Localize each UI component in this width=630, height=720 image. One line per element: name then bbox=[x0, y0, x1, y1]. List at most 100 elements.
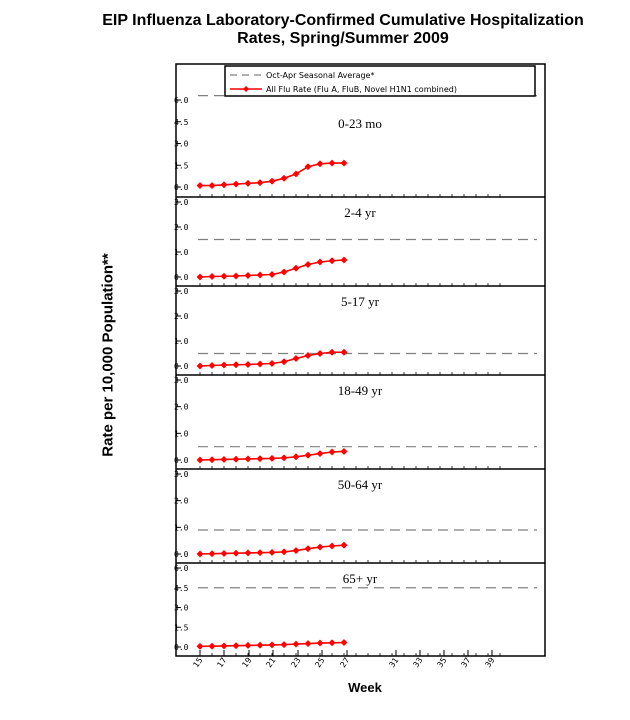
y-tick-label: 0.0 bbox=[174, 273, 189, 282]
rate-point bbox=[280, 358, 288, 366]
rate-point bbox=[280, 268, 288, 276]
rate-point bbox=[244, 271, 252, 280]
rate-point bbox=[292, 546, 300, 555]
rate-point bbox=[292, 640, 300, 648]
rate-point bbox=[232, 361, 240, 369]
rate-point bbox=[268, 548, 276, 556]
rate-point bbox=[304, 260, 312, 269]
rate-point bbox=[244, 549, 252, 557]
y-tick-label: 1.0 bbox=[174, 429, 189, 438]
rate-point bbox=[232, 549, 240, 557]
chart-title-line-1: EIP Influenza Laboratory-Confirmed Cumul… bbox=[102, 12, 584, 29]
y-tick-label: 0.0 bbox=[174, 362, 189, 371]
rate-point bbox=[340, 159, 348, 167]
legend-rate-marker bbox=[243, 86, 249, 92]
y-tick-label: 2.0 bbox=[174, 497, 189, 506]
rate-point bbox=[220, 455, 228, 464]
rate-point bbox=[340, 447, 348, 456]
rate-point bbox=[256, 179, 264, 187]
rate-point bbox=[328, 257, 336, 265]
rate-point bbox=[256, 455, 264, 463]
rate-point bbox=[280, 641, 288, 649]
rate-point bbox=[340, 638, 348, 647]
rate-point bbox=[220, 642, 228, 650]
rate-point bbox=[220, 361, 228, 369]
y-tick-label: 0.0 bbox=[174, 456, 189, 465]
panel-label: 2-4 yr bbox=[344, 205, 376, 220]
rate-point bbox=[280, 454, 288, 462]
y-tick-label: 3.0 bbox=[174, 376, 189, 385]
panel-label: 5-17 yr bbox=[341, 294, 380, 309]
x-tick-label: 37 bbox=[459, 656, 472, 670]
y-tick-label: 6.0 bbox=[174, 96, 189, 105]
x-tick-label: 33 bbox=[411, 656, 424, 670]
x-tick-label: 39 bbox=[483, 656, 496, 670]
panel-label: 0-23 mo bbox=[338, 116, 382, 131]
rate-point bbox=[328, 159, 336, 167]
x-tick-label: 35 bbox=[435, 656, 448, 670]
rate-point bbox=[256, 360, 264, 368]
rate-point bbox=[196, 273, 204, 281]
rate-point bbox=[304, 545, 312, 553]
y-tick-label: 0.0 bbox=[174, 183, 189, 192]
rate-point bbox=[244, 360, 252, 369]
rate-point bbox=[196, 362, 204, 370]
y-tick-label: 3.0 bbox=[174, 470, 189, 479]
rate-point bbox=[244, 641, 252, 649]
y-tick-label: 1.0 bbox=[174, 248, 189, 257]
rate-point bbox=[196, 181, 204, 190]
y-tick-label: 3.0 bbox=[174, 198, 189, 207]
rate-point bbox=[196, 642, 204, 650]
rate-point bbox=[328, 639, 336, 647]
x-tick-label: 23 bbox=[289, 656, 302, 670]
rate-point bbox=[316, 543, 324, 551]
rate-point bbox=[280, 174, 288, 182]
rate-point bbox=[256, 271, 264, 279]
y-tick-label: 4.5 bbox=[174, 584, 189, 593]
y-tick-label: 3.0 bbox=[174, 287, 189, 296]
rate-point bbox=[316, 349, 324, 358]
rate-point bbox=[196, 456, 204, 464]
y-tick-label: 1.5 bbox=[174, 161, 189, 170]
rate-point bbox=[256, 641, 264, 649]
rate-point bbox=[304, 640, 312, 648]
rate-point bbox=[268, 359, 276, 368]
rate-point bbox=[208, 642, 216, 650]
rate-point bbox=[316, 160, 324, 168]
rate-point bbox=[292, 354, 300, 363]
rate-point bbox=[328, 542, 336, 550]
y-tick-label: 2.0 bbox=[174, 403, 189, 412]
y-tick-label: 3.0 bbox=[174, 140, 189, 149]
rate-point bbox=[232, 642, 240, 650]
rate-point bbox=[304, 351, 312, 360]
y-tick-label: 1.0 bbox=[174, 523, 189, 532]
rate-point bbox=[208, 550, 216, 558]
rate-point bbox=[208, 456, 216, 464]
rate-point bbox=[304, 163, 312, 171]
y-tick-label: 2.0 bbox=[174, 312, 189, 321]
rate-point bbox=[208, 181, 216, 190]
rate-point bbox=[292, 264, 300, 272]
rate-point bbox=[232, 272, 240, 280]
y-tick-label: 2.0 bbox=[174, 223, 189, 232]
plot-frame bbox=[175, 63, 546, 657]
rate-point bbox=[268, 270, 276, 279]
x-tick-label: 17 bbox=[215, 656, 228, 670]
rate-point bbox=[340, 256, 348, 264]
rate-point bbox=[244, 179, 252, 187]
legend-entry-seasonal: Oct-Apr Seasonal Average* bbox=[266, 71, 374, 80]
rate-point bbox=[232, 180, 240, 188]
rate-point bbox=[328, 448, 336, 456]
x-tick-label: 19 bbox=[240, 656, 253, 670]
rate-point bbox=[280, 548, 288, 556]
y-tick-label: 4.5 bbox=[174, 118, 189, 127]
rate-point bbox=[244, 455, 252, 463]
rate-point bbox=[220, 181, 228, 189]
rate-point bbox=[208, 361, 216, 370]
rate-point bbox=[208, 272, 216, 281]
panel-label: 18-49 yr bbox=[338, 383, 383, 398]
rate-point bbox=[268, 177, 276, 185]
y-tick-label: 1.0 bbox=[174, 337, 189, 346]
rate-point bbox=[328, 348, 336, 356]
